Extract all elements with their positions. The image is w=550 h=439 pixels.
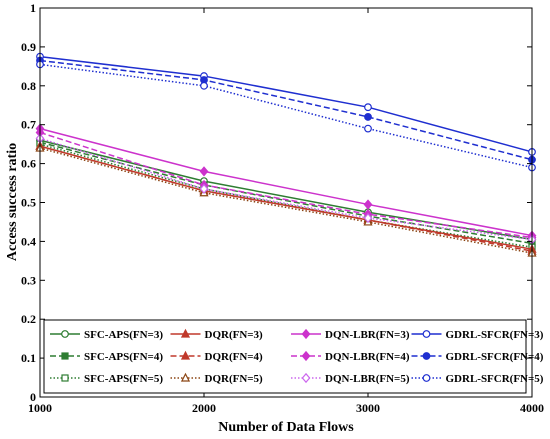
series-line bbox=[39, 131, 533, 239]
axis-ticks: 0 0.1 0.2 0.3 0.4 0.5 0.6 0.7 0.8 0.9 1 1000 2000 300… bbox=[21, 1, 544, 415]
series-line bbox=[39, 143, 533, 248]
y-tick-label: 0.5 bbox=[21, 196, 36, 210]
legend-label: DQN-LBR(FN=5) bbox=[325, 373, 410, 385]
x-tick-label: 3000 bbox=[356, 401, 380, 415]
legend-marker bbox=[301, 350, 311, 362]
legend-label: SFC-APS(FN=3) bbox=[84, 329, 163, 341]
legend-label: DQR(FN=5) bbox=[205, 373, 264, 385]
legend-item: DQR(FN=5) bbox=[170, 372, 264, 385]
series-line bbox=[39, 139, 533, 241]
series-9 bbox=[36, 52, 536, 156]
legend-item: SFC-APS(FN=5) bbox=[50, 373, 163, 385]
x-axis-title: Number of Data Flows bbox=[218, 420, 354, 435]
legend-item: SFC-APS(FN=4) bbox=[50, 351, 163, 363]
series-line bbox=[39, 59, 533, 161]
legend-label: GDRL-SFCR(FN=3) bbox=[446, 329, 544, 341]
data-point bbox=[200, 81, 208, 90]
legend-item: GDRL-SFCR(FN=4) bbox=[411, 351, 544, 363]
legend-marker bbox=[180, 350, 191, 360]
legend-item: DQN-LBR(FN=4) bbox=[291, 350, 410, 363]
legend-label: DQR(FN=4) bbox=[205, 351, 264, 363]
y-tick-label: 0 bbox=[30, 390, 36, 404]
series-line bbox=[39, 137, 533, 241]
legend-item: SFC-APS(FN=3) bbox=[50, 329, 163, 341]
legend-marker bbox=[301, 372, 311, 384]
series-line bbox=[39, 145, 533, 252]
y-tick-label: 0.1 bbox=[21, 351, 36, 365]
series-10 bbox=[36, 56, 536, 164]
x-tick-label: 1000 bbox=[28, 401, 52, 415]
legend-box bbox=[43, 319, 527, 394]
legend-marker bbox=[61, 330, 69, 338]
legend-item: DQN-LBR(FN=5) bbox=[291, 372, 410, 385]
series-line bbox=[39, 141, 533, 245]
series-line bbox=[39, 55, 533, 153]
legend-label: GDRL-SFCR(FN=4) bbox=[446, 351, 544, 363]
data-point bbox=[364, 113, 372, 121]
y-tick-label: 0.4 bbox=[21, 234, 36, 248]
data-point bbox=[363, 212, 373, 224]
y-axis-title: Access success ratio bbox=[5, 143, 20, 261]
legend-marker bbox=[180, 328, 191, 338]
y-tick-label: 0.8 bbox=[21, 79, 36, 93]
y-tick-label: 0.9 bbox=[21, 40, 36, 54]
legend-marker bbox=[301, 328, 311, 340]
legend-label: SFC-APS(FN=5) bbox=[84, 373, 163, 385]
y-tick-label: 0.3 bbox=[21, 273, 36, 287]
legend-marker bbox=[61, 374, 69, 382]
y-tick-label: 0.6 bbox=[21, 157, 36, 171]
legend-marker bbox=[422, 352, 431, 360]
legend-item: DQN-LBR(FN=3) bbox=[291, 328, 410, 341]
series-line bbox=[39, 127, 533, 237]
series-line bbox=[39, 147, 533, 254]
x-tick-label: 4000 bbox=[520, 401, 544, 415]
y-tick-label: 0.2 bbox=[21, 312, 36, 326]
data-point bbox=[363, 199, 373, 210]
data-point bbox=[199, 183, 209, 195]
x-tick-label: 2000 bbox=[192, 401, 216, 415]
series-6 bbox=[35, 123, 537, 241]
y-tick-label: 0.7 bbox=[21, 118, 36, 132]
y-tick-label: 1 bbox=[30, 1, 36, 15]
data-point bbox=[364, 124, 372, 133]
series-layer bbox=[35, 52, 537, 257]
legend: SFC-APS(FN=3) SFC-APS(FN=4) SFC-APS(FN=5) D… bbox=[43, 319, 544, 394]
legend-item: GDRL-SFCR(FN=5) bbox=[411, 373, 544, 385]
legend-label: DQR(FN=3) bbox=[205, 329, 264, 341]
legend-marker bbox=[180, 372, 191, 382]
legend-item: DQR(FN=4) bbox=[170, 350, 264, 363]
data-point bbox=[364, 103, 372, 112]
data-point bbox=[199, 166, 209, 177]
legend-item: GDRL-SFCR(FN=3) bbox=[411, 329, 544, 341]
legend-item: DQR(FN=3) bbox=[170, 328, 264, 341]
legend-marker bbox=[61, 352, 69, 360]
legend-label: GDRL-SFCR(FN=5) bbox=[446, 373, 544, 385]
legend-label: SFC-APS(FN=4) bbox=[84, 351, 163, 363]
legend-label: DQN-LBR(FN=4) bbox=[325, 351, 410, 363]
legend-marker bbox=[422, 330, 431, 338]
legend-marker bbox=[422, 374, 431, 382]
legend-label: DQN-LBR(FN=3) bbox=[325, 329, 410, 341]
